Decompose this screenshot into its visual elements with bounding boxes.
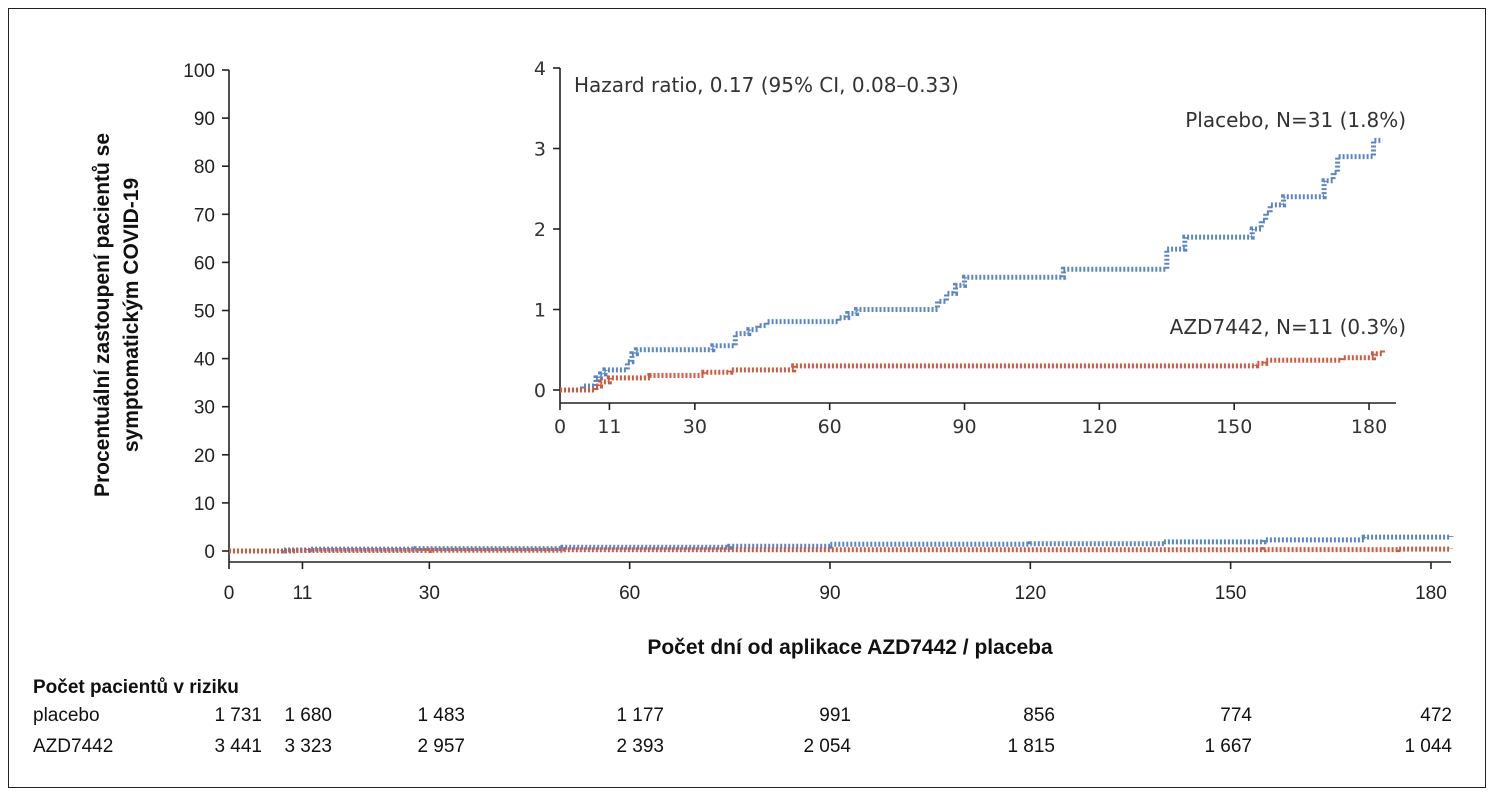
main-y-tick-label: 20 bbox=[194, 446, 215, 467]
main-y-tick-label: 90 bbox=[194, 109, 215, 130]
risk-value-cell: 3 323 bbox=[284, 736, 332, 757]
main-x-tick-label: 0 bbox=[224, 583, 235, 604]
main-y-tick-label: 50 bbox=[194, 302, 215, 323]
inset-x-tick-label: 60 bbox=[818, 416, 842, 438]
risk-value-cell: 1 177 bbox=[616, 705, 664, 726]
inset-series-azd7442 bbox=[560, 349, 1385, 393]
main-x-tick-label: 180 bbox=[1415, 583, 1447, 604]
main-y-tick-label: 60 bbox=[194, 253, 215, 274]
risk-value-cell: 1 044 bbox=[1404, 736, 1452, 757]
inset-legend-placebo: Placebo, N=31 (1.8%) bbox=[1185, 108, 1406, 132]
main-y-axis-label-line: symptomatickým COVID-19 bbox=[120, 178, 143, 452]
main-x-tick-label: 150 bbox=[1215, 583, 1247, 604]
inset-x-tick-label: 150 bbox=[1216, 416, 1252, 438]
inset-x-tick-label: 11 bbox=[597, 416, 621, 438]
main-x-tick-label: 11 bbox=[293, 583, 313, 604]
risk-value-cell: 1 667 bbox=[1204, 736, 1252, 757]
main-y-axis-label: Procentuální zastoupení pacientů se sympt… bbox=[91, 133, 143, 497]
risk-value-cell: 856 bbox=[1023, 705, 1055, 726]
inset-series-placebo bbox=[560, 137, 1383, 393]
risk-value-cell: 774 bbox=[1220, 705, 1252, 726]
risk-value-cell: 1 483 bbox=[417, 705, 465, 726]
inset-x-tick-label: 180 bbox=[1351, 416, 1387, 438]
main-series-azd7442 bbox=[229, 546, 1454, 554]
main-x-tick-label: 120 bbox=[1014, 583, 1046, 604]
main-x-tick-label: 90 bbox=[819, 583, 840, 604]
inset-x-tick-label: 30 bbox=[683, 416, 707, 438]
inset-y-tick-label: 3 bbox=[534, 139, 546, 161]
inset-legend-azd7442: AZD7442, N=11 (0.3%) bbox=[1170, 315, 1406, 339]
main-x-tick-label: 60 bbox=[619, 583, 640, 604]
risk-value-cell: 2 393 bbox=[616, 736, 664, 757]
main-y-tick-label: 80 bbox=[194, 157, 215, 178]
main-y-tick-label: 0 bbox=[204, 542, 215, 563]
risk-value-cell: 2 957 bbox=[417, 736, 465, 757]
inset-x-tick-label: 90 bbox=[952, 416, 976, 438]
main-x-tick-label: 30 bbox=[419, 583, 440, 604]
main-y-axis-label-line: Procentuální zastoupení pacientů se bbox=[91, 133, 114, 497]
main-y-tick-label: 100 bbox=[183, 61, 215, 82]
main-y-tick-label: 40 bbox=[194, 350, 215, 371]
main-y-tick-label: 10 bbox=[194, 494, 215, 515]
inset-y-tick-label: 0 bbox=[534, 380, 546, 402]
inset-hazard-ratio-annotation: Hazard ratio, 0.17 (95% CI, 0.08–0.33) bbox=[574, 73, 959, 97]
inset-y-tick-label: 1 bbox=[534, 300, 546, 322]
risk-table-title: Počet pacientů v riziku bbox=[33, 677, 239, 698]
main-y-tick-label: 70 bbox=[194, 205, 215, 226]
risk-value-cell: 1 815 bbox=[1007, 736, 1055, 757]
risk-value-cell: 1 731 bbox=[214, 705, 262, 726]
inset-y-tick-label: 2 bbox=[534, 219, 546, 241]
inset-y-tick-label: 4 bbox=[534, 58, 546, 80]
risk-row-label-azd7442: AZD7442 bbox=[33, 736, 114, 757]
risk-value-cell: 1 680 bbox=[284, 705, 332, 726]
risk-value-cell: 2 054 bbox=[803, 736, 851, 757]
main-y-tick-label: 30 bbox=[194, 398, 215, 419]
risk-row-label-placebo: placebo bbox=[33, 705, 100, 726]
risk-value-cell: 991 bbox=[819, 705, 851, 726]
figure-frame bbox=[8, 8, 1486, 788]
main-x-axis-label: Počet dní od aplikace AZD7442 / placeba bbox=[647, 636, 1053, 659]
risk-value-cell: 472 bbox=[1420, 705, 1452, 726]
risk-value-cell: 3 441 bbox=[214, 736, 262, 757]
inset-x-tick-label: 120 bbox=[1081, 416, 1117, 438]
inset-x-tick-label: 0 bbox=[554, 416, 566, 438]
